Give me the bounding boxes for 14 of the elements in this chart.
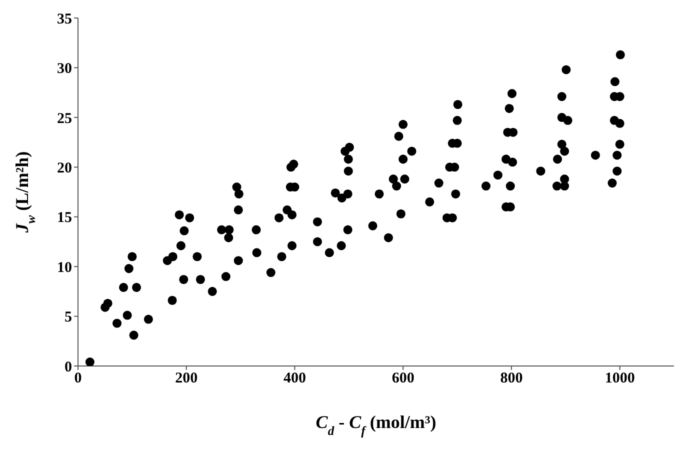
x-tick-label: 400 [283, 370, 306, 387]
y-tick-label: 5 [64, 310, 72, 326]
x-tick-label: 600 [392, 370, 414, 387]
x-tick-label: 1000 [604, 370, 635, 387]
x-axis-title: C$_{d}$ - C$_{f}$ (mol/m³) [316, 412, 436, 438]
y-tick-label: 10 [57, 260, 72, 276]
y-tick-label: 35 [57, 11, 72, 28]
y-tick-label: 15 [57, 210, 72, 226]
y-tick-label: 0 [64, 359, 72, 376]
y-tick-label: 30 [57, 61, 72, 78]
y-tick-label: 20 [57, 160, 72, 176]
y-tick-label: 25 [57, 110, 72, 127]
x-tick-label: 200 [175, 370, 198, 387]
x-tick-label: 800 [500, 370, 523, 387]
